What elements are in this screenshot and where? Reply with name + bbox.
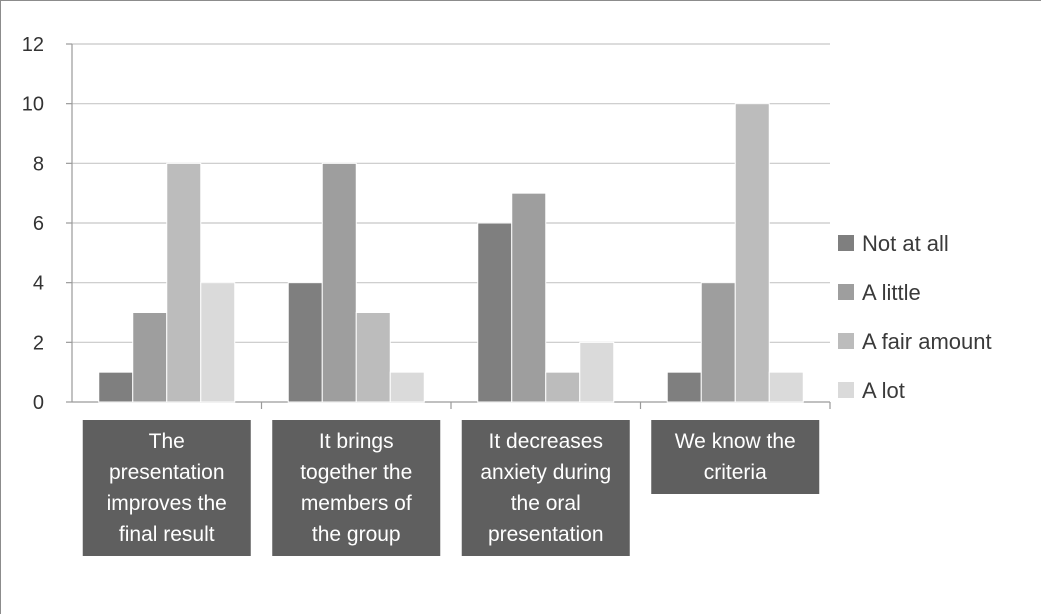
category-label: final result — [119, 523, 215, 546]
legend-swatch — [838, 284, 854, 300]
category-label: together the — [300, 461, 412, 484]
bar-a-fair-amount — [355, 312, 391, 403]
y-tick-label: 2 — [33, 332, 44, 354]
category-label: the oral — [511, 492, 581, 515]
category-label: It decreases — [489, 430, 603, 453]
bar-a-fair-amount — [734, 103, 770, 403]
legend: Not at all A little A fair amount A lot — [838, 231, 992, 403]
category-label: anxiety during — [480, 461, 611, 484]
legend-swatch — [838, 235, 854, 251]
category-label: criteria — [704, 461, 767, 484]
category-label-box — [461, 420, 630, 556]
y-tick-label: 12 — [22, 34, 44, 56]
category-label: presentation — [109, 461, 225, 484]
y-tick-label: 6 — [33, 213, 44, 235]
bar-a-lot — [389, 371, 425, 403]
bars — [98, 103, 804, 403]
bar-a-lot — [200, 282, 236, 403]
bar-a-little — [132, 312, 168, 403]
legend-swatch — [838, 333, 854, 349]
bar-a-fair-amount — [545, 371, 581, 403]
bar-a-little — [321, 162, 357, 403]
category-label: We know the — [675, 430, 796, 453]
category-labels: The presentation improves the final result I… — [82, 420, 820, 556]
bar-not-at-all — [98, 371, 134, 403]
y-tick-label: 0 — [33, 392, 44, 414]
bar-not-at-all — [477, 222, 513, 403]
category-label: improves the — [107, 492, 227, 515]
category-label-box — [651, 420, 820, 494]
legend-label: A little — [862, 280, 921, 305]
category-label: The — [149, 430, 185, 453]
y-tick-label: 4 — [33, 273, 44, 295]
bar-a-little — [700, 282, 736, 403]
bar-not-at-all — [666, 371, 702, 403]
bar-not-at-all — [287, 282, 323, 403]
y-tick-label: 10 — [22, 94, 44, 116]
category-label: the group — [312, 523, 401, 546]
y-tick-label: 8 — [33, 153, 44, 175]
bar-a-fair-amount — [166, 162, 202, 403]
bar-a-lot — [579, 341, 615, 403]
category-label: presentation — [488, 523, 604, 546]
legend-label: A fair amount — [862, 329, 992, 354]
category-label: members of — [301, 492, 412, 515]
bar-a-lot — [768, 371, 804, 403]
legend-label: A lot — [862, 378, 905, 403]
legend-swatch — [838, 382, 854, 398]
category-label-box — [272, 420, 441, 556]
category-label: It brings — [319, 430, 394, 453]
bar-a-little — [511, 192, 547, 403]
legend-label: Not at all — [862, 231, 949, 256]
category-label-box — [82, 420, 251, 556]
